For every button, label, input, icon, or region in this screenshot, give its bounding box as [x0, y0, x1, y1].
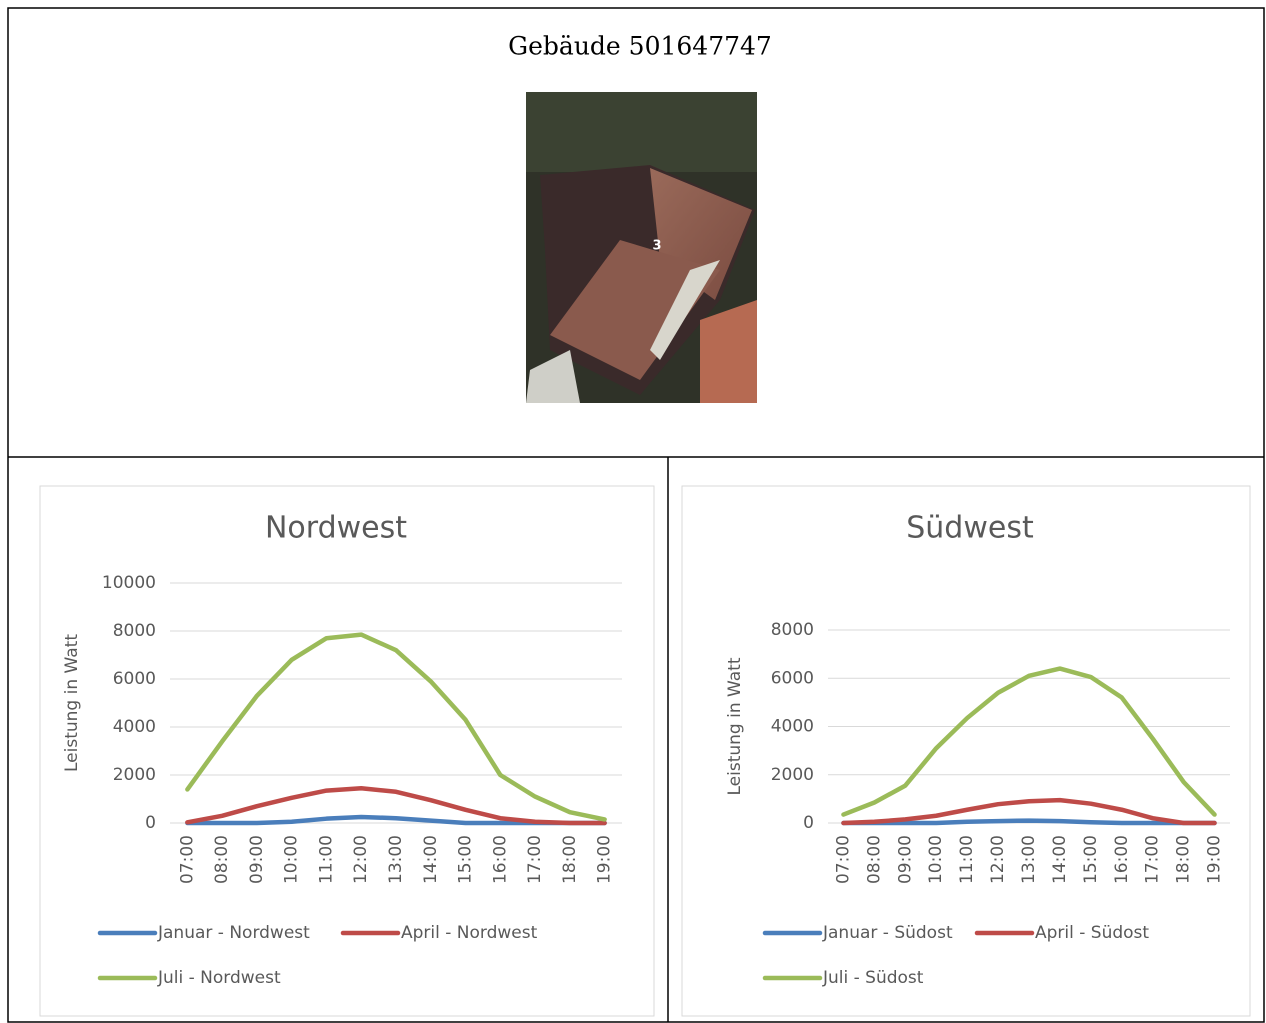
chart-title: Südwest — [906, 511, 1034, 546]
x-tick-label: 17:00 — [1143, 835, 1163, 884]
y-tick-label: 8000 — [113, 621, 156, 641]
series-line — [841, 666, 1217, 817]
y-tick-label: 2000 — [113, 765, 156, 785]
y-tick-label: 2000 — [771, 765, 814, 785]
series-line — [185, 785, 607, 826]
x-tick-label: 12:00 — [988, 835, 1008, 884]
series-line — [841, 797, 1217, 826]
x-tick-label: 09:00 — [247, 835, 267, 884]
x-tick-label: 17:00 — [525, 835, 545, 884]
y-tick-label: 6000 — [113, 669, 156, 689]
x-tick-label: 13:00 — [1019, 835, 1039, 884]
x-tick-label: 11:00 — [316, 835, 336, 884]
y-tick-label: 4000 — [113, 717, 156, 737]
y-tick-label: 0 — [145, 813, 156, 833]
x-tick-label: 16:00 — [1112, 835, 1132, 884]
x-tick-label: 10:00 — [926, 835, 946, 884]
y-axis-label: Leistung in Watt — [62, 634, 82, 772]
x-tick-label: 19:00 — [595, 835, 615, 884]
x-tick-label: 14:00 — [421, 835, 441, 884]
y-tick-label: 6000 — [771, 668, 814, 688]
y-axis-label: Leistung in Watt — [725, 657, 745, 795]
series-line — [841, 818, 1217, 826]
chart-frame — [681, 485, 1251, 1017]
x-tick-label: 11:00 — [957, 835, 977, 884]
x-tick-label: 19:00 — [1205, 835, 1225, 884]
legend-label: Januar - Südost — [822, 923, 953, 943]
y-tick-label: 4000 — [771, 717, 814, 737]
x-tick-label: 08:00 — [212, 835, 232, 884]
y-tick-label: 8000 — [771, 620, 814, 640]
x-tick-label: 12:00 — [351, 835, 371, 884]
table-border — [7, 7, 1265, 1023]
aerial-image: 3 — [526, 92, 757, 403]
y-tick-label: 0 — [803, 813, 814, 833]
x-tick-label: 15:00 — [456, 835, 476, 884]
legend-label: April - Südost — [1035, 923, 1149, 943]
x-tick-label: 08:00 — [864, 835, 884, 884]
x-tick-label: 10:00 — [282, 835, 302, 884]
x-tick-label: 13:00 — [386, 835, 406, 884]
document-title: Gebäude 501647747 — [508, 32, 772, 61]
chart-title: Nordwest — [265, 511, 407, 546]
x-tick-label: 18:00 — [560, 835, 580, 884]
y-tick-label: 10000 — [102, 573, 156, 593]
x-tick-label: 15:00 — [1081, 835, 1101, 884]
legend-label: April - Nordwest — [401, 923, 538, 943]
x-tick-label: 16:00 — [490, 835, 510, 884]
legend-label: Januar - Nordwest — [157, 923, 310, 943]
chart-frame — [39, 485, 655, 1017]
x-tick-label: 07:00 — [177, 835, 197, 884]
image-label: 3 — [652, 239, 661, 254]
x-tick-label: 09:00 — [895, 835, 915, 884]
x-tick-label: 18:00 — [1174, 835, 1194, 884]
legend-label: Juli - Nordwest — [157, 968, 281, 988]
x-tick-label: 07:00 — [833, 835, 853, 884]
legend-label: Juli - Südost — [822, 968, 924, 988]
series-line — [185, 632, 607, 822]
x-tick-label: 14:00 — [1050, 835, 1070, 884]
